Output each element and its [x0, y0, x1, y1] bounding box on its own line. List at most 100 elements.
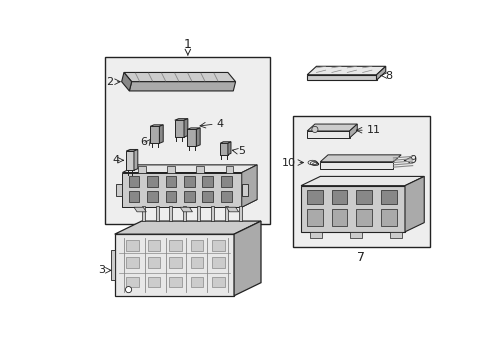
Polygon shape — [187, 128, 200, 130]
Polygon shape — [349, 124, 357, 138]
Bar — [165, 176, 176, 187]
Polygon shape — [197, 206, 200, 221]
Polygon shape — [116, 184, 122, 195]
Text: 5: 5 — [238, 146, 244, 156]
Bar — [306, 209, 322, 226]
Bar — [225, 166, 233, 172]
Bar — [169, 240, 182, 251]
Bar — [126, 240, 138, 251]
Polygon shape — [180, 207, 192, 212]
Bar — [169, 276, 182, 287]
Polygon shape — [122, 72, 131, 91]
Polygon shape — [155, 206, 158, 221]
Polygon shape — [159, 125, 163, 143]
Polygon shape — [224, 206, 227, 221]
Polygon shape — [150, 125, 163, 126]
Polygon shape — [142, 206, 144, 221]
Bar — [212, 240, 224, 251]
Circle shape — [125, 287, 131, 293]
Bar — [380, 209, 396, 226]
Polygon shape — [220, 142, 230, 143]
Polygon shape — [187, 130, 196, 147]
Bar — [138, 166, 145, 172]
Text: 8: 8 — [385, 71, 392, 81]
Bar — [380, 190, 396, 204]
Bar — [202, 176, 213, 187]
Polygon shape — [115, 221, 261, 234]
Polygon shape — [349, 232, 361, 238]
Bar — [167, 166, 174, 172]
Polygon shape — [210, 206, 214, 221]
Text: 4: 4 — [216, 119, 223, 129]
Polygon shape — [306, 124, 357, 131]
Polygon shape — [115, 234, 234, 296]
Polygon shape — [126, 149, 138, 151]
Bar — [212, 276, 224, 287]
Polygon shape — [134, 149, 138, 170]
Bar — [202, 191, 213, 202]
Bar — [196, 166, 203, 172]
Bar — [147, 257, 160, 268]
Bar — [183, 176, 194, 187]
Circle shape — [311, 126, 317, 132]
Bar — [221, 176, 231, 187]
Bar — [183, 191, 194, 202]
Polygon shape — [174, 120, 183, 137]
Polygon shape — [134, 207, 146, 212]
Text: 1: 1 — [183, 38, 191, 51]
Bar — [306, 190, 322, 204]
Polygon shape — [122, 172, 241, 207]
Bar — [169, 257, 182, 268]
Bar — [190, 240, 203, 251]
Bar — [356, 209, 371, 226]
Polygon shape — [310, 232, 321, 238]
Polygon shape — [306, 75, 376, 80]
Polygon shape — [234, 221, 261, 296]
Polygon shape — [389, 232, 401, 238]
Bar — [190, 257, 203, 268]
Bar — [221, 191, 231, 202]
Bar — [331, 209, 346, 226]
Text: 7: 7 — [356, 251, 365, 264]
Polygon shape — [320, 162, 393, 169]
Bar — [147, 176, 158, 187]
Bar — [331, 190, 346, 204]
Polygon shape — [220, 143, 227, 155]
Polygon shape — [174, 119, 187, 120]
Bar — [147, 240, 160, 251]
Polygon shape — [196, 128, 200, 147]
Bar — [147, 191, 158, 202]
Polygon shape — [404, 176, 424, 232]
Bar — [293, 116, 429, 247]
Bar — [126, 276, 138, 287]
Bar — [212, 257, 224, 268]
Bar — [128, 176, 139, 187]
Bar — [128, 191, 139, 202]
Polygon shape — [306, 131, 349, 138]
Polygon shape — [301, 186, 404, 232]
Polygon shape — [129, 82, 235, 91]
Bar — [126, 257, 138, 268]
Polygon shape — [227, 142, 230, 155]
Polygon shape — [183, 206, 186, 221]
Polygon shape — [122, 199, 257, 207]
Text: 4: 4 — [112, 155, 119, 165]
Polygon shape — [320, 155, 400, 162]
Bar — [147, 276, 160, 287]
Polygon shape — [376, 66, 385, 80]
Bar — [104, 57, 270, 224]
Text: 10: 10 — [281, 158, 295, 167]
Bar — [165, 191, 176, 202]
Bar — [356, 190, 371, 204]
Polygon shape — [226, 207, 238, 212]
Text: 6: 6 — [140, 137, 147, 147]
Bar — [190, 276, 203, 287]
Polygon shape — [238, 206, 241, 221]
Polygon shape — [122, 165, 257, 172]
Polygon shape — [241, 184, 247, 195]
Polygon shape — [150, 126, 159, 143]
Polygon shape — [241, 165, 257, 207]
Polygon shape — [111, 249, 115, 280]
Polygon shape — [126, 151, 134, 170]
Polygon shape — [301, 176, 424, 186]
